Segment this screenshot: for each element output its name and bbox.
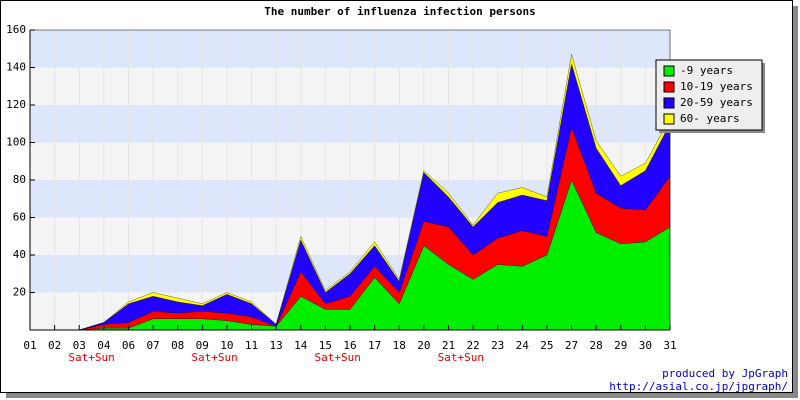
x-tick-label: 09 xyxy=(196,339,209,352)
x-tick-label: 20 xyxy=(417,339,430,352)
x-tick-label: 06 xyxy=(122,339,135,352)
y-tick-label: 40 xyxy=(13,248,26,261)
credit: produced by JpGraph xyxy=(662,367,788,380)
weekend-label: Sat+Sun xyxy=(315,351,361,364)
y-tick-label: 80 xyxy=(13,173,26,186)
x-tick-label: 18 xyxy=(393,339,406,352)
x-tick-label: 24 xyxy=(516,339,530,352)
credit: http://asial.co.jp/jpgraph/ xyxy=(609,380,788,393)
y-tick-label: 20 xyxy=(13,286,26,299)
y-tick-label: 140 xyxy=(6,61,26,74)
x-tick-label: 28 xyxy=(590,339,603,352)
x-tick-label: 11 xyxy=(245,339,258,352)
x-tick-label: 01 xyxy=(23,339,36,352)
y-tick-label: 60 xyxy=(13,211,26,224)
legend-label: 10-19 years xyxy=(680,80,753,93)
x-tick-label: 03 xyxy=(73,339,86,352)
x-tick-label: 07 xyxy=(146,339,159,352)
x-tick-label: 15 xyxy=(319,339,332,352)
legend-swatch xyxy=(663,81,675,93)
weekend-label: Sat+Sun xyxy=(438,351,484,364)
legend-label: -9 years xyxy=(680,64,733,77)
x-tick-label: 04 xyxy=(97,339,111,352)
x-tick-label: 27 xyxy=(565,339,578,352)
legend-label: 20-59 years xyxy=(680,96,753,109)
legend-swatch xyxy=(663,113,675,125)
x-tick-label: 23 xyxy=(491,339,504,352)
weekend-label: Sat+Sun xyxy=(68,351,114,364)
legend-label: 60- years xyxy=(680,112,740,125)
y-tick-label: 100 xyxy=(6,136,26,149)
y-tick-label: 120 xyxy=(6,98,26,111)
weekend-label: Sat+Sun xyxy=(191,351,237,364)
x-tick-label: 13 xyxy=(270,339,283,352)
x-tick-label: 17 xyxy=(368,339,381,352)
x-tick-label: 30 xyxy=(639,339,652,352)
chart-title: The number of influenza infection person… xyxy=(264,5,536,18)
x-tick-label: 21 xyxy=(442,339,455,352)
x-tick-label: 14 xyxy=(294,339,308,352)
x-tick-label: 31 xyxy=(663,339,676,352)
x-tick-label: 22 xyxy=(466,339,479,352)
y-tick-label: 160 xyxy=(6,23,26,36)
x-tick-label: 29 xyxy=(614,339,627,352)
legend-swatch xyxy=(663,65,675,77)
x-tick-label: 10 xyxy=(220,339,233,352)
x-tick-label: 16 xyxy=(343,339,356,352)
x-tick-label: 25 xyxy=(540,339,553,352)
x-tick-label: 08 xyxy=(171,339,184,352)
legend-swatch xyxy=(663,97,675,109)
x-tick-label: 02 xyxy=(48,339,61,352)
